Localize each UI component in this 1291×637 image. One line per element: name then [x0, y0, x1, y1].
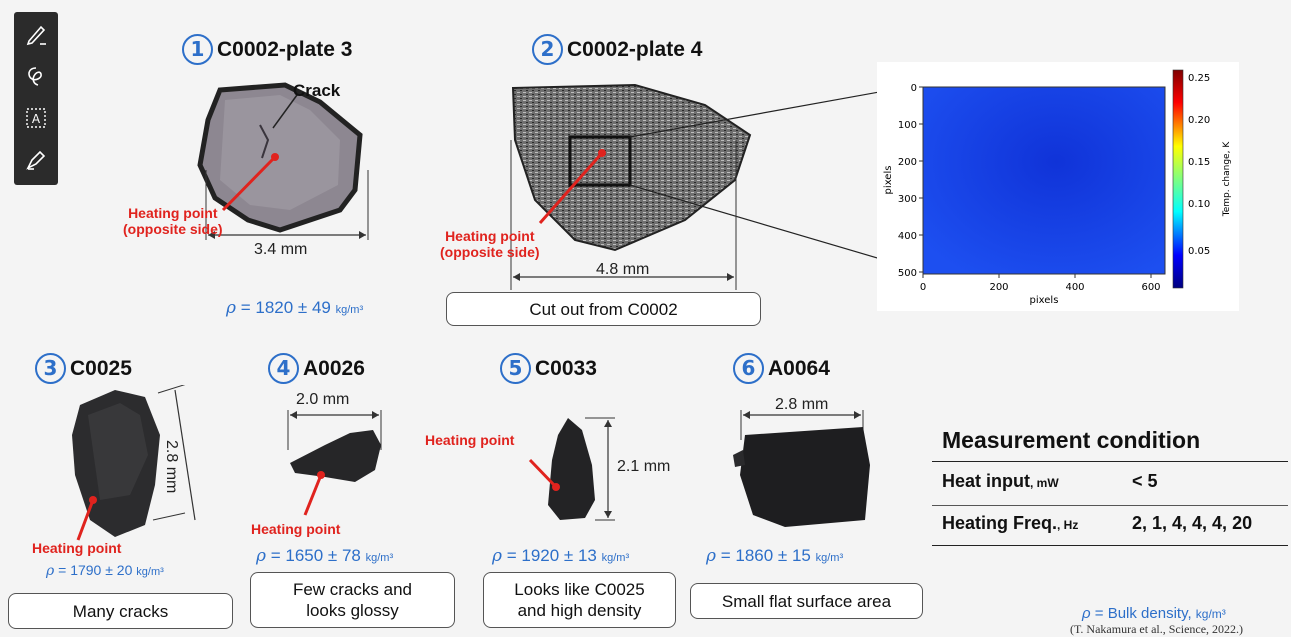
crack-label: Crack	[293, 81, 341, 100]
heat-input-label: Heat input, mW	[942, 471, 1059, 491]
heatmap-plot: 0 100 200 300 400 500 0 200 400 600 pixe…	[883, 69, 1232, 306]
density-definition: ρ = Bulk density, kg/m³	[1082, 605, 1226, 622]
sample-name: C0025	[70, 356, 132, 380]
heating-point-label: Heating point (opposite side)	[123, 205, 223, 237]
xtick: 600	[1141, 282, 1160, 293]
sample-note-box: Few cracks and looks glossy	[250, 572, 455, 628]
divider	[932, 461, 1288, 462]
sample-number-badge: 2	[532, 34, 563, 65]
sample-3-heading: 3 C0025	[35, 353, 132, 384]
sample-3-image	[72, 385, 196, 541]
heating-point-label: Heating point	[251, 521, 341, 537]
sample-note-box: Small flat surface area	[690, 583, 923, 619]
sample-5-image	[528, 417, 615, 521]
colorbar-tick: 0.25	[1188, 73, 1210, 84]
sample-number-badge: 6	[733, 353, 764, 384]
divider	[932, 505, 1288, 506]
divider	[932, 545, 1288, 546]
sample-number-badge: 5	[500, 353, 531, 384]
dimension-label: 2.8 mm	[163, 440, 180, 494]
annotation-toolbar: A	[14, 12, 58, 185]
sample-1-heading: 1 C0002-plate 3	[182, 34, 352, 65]
sample-number-badge: 4	[268, 353, 299, 384]
y-axis-label: pixels	[883, 166, 894, 195]
xtick: 0	[920, 282, 926, 293]
svg-text:A: A	[32, 112, 41, 126]
sample-2-heading: 2 C0002-plate 4	[532, 34, 702, 65]
heating-freq-value: 2, 1, 4, 4, 4, 20	[1132, 513, 1253, 533]
sample-1-annotations	[205, 94, 369, 240]
heating-point-label: Heating point (opposite side)	[440, 228, 540, 260]
colorbar-tick: 0.20	[1188, 115, 1210, 126]
sample-note-box: Looks like C0025 and high density	[483, 572, 676, 628]
sample-note-box: Many cracks	[8, 593, 233, 629]
sample-6-image	[733, 410, 870, 527]
ytick: 0	[911, 83, 917, 94]
sample-name: C0033	[535, 356, 597, 380]
sample-5-heading: 5 C0033	[500, 353, 597, 384]
heating-point-label: Heating point	[425, 432, 515, 448]
sample-4-heading: 4 A0026	[268, 353, 365, 384]
sample-name: C0002-plate 3	[217, 37, 353, 61]
dimension-label: 2.1 mm	[617, 458, 671, 475]
colorbar-tick: 0.10	[1188, 199, 1210, 210]
highlighter-icon[interactable]	[22, 146, 50, 174]
colorbar-tick: 0.15	[1188, 157, 1210, 168]
sample-4-image	[287, 410, 382, 516]
thermal-heatmap: 0 100 200 300 400 500 0 200 400 600 pixe…	[877, 62, 1239, 311]
lasso-icon[interactable]	[22, 62, 50, 90]
sample-6-heading: 6 A0064	[733, 353, 830, 384]
dimension-label: 2.0 mm	[296, 391, 350, 408]
sample-note-box: Cut out from C0002	[446, 292, 761, 326]
ytick: 500	[898, 268, 917, 279]
sample-number-badge: 3	[35, 353, 66, 384]
xtick: 400	[1065, 282, 1084, 293]
density-label: ρ = 1790 ± 20 kg/m³	[46, 562, 164, 579]
sample-name: A0064	[768, 356, 830, 380]
dimension-label: 4.8 mm	[596, 261, 650, 278]
colorbar-tick: 0.05	[1188, 246, 1210, 257]
heating-point-label: Heating point	[32, 540, 122, 556]
ytick: 400	[898, 231, 917, 242]
heating-freq-label: Heating Freq., Hz	[942, 513, 1079, 533]
sample-name: A0026	[303, 356, 365, 380]
ytick: 100	[898, 120, 917, 131]
measurement-title: Measurement condition	[942, 427, 1201, 453]
ytick: 300	[898, 194, 917, 205]
xtick: 200	[989, 282, 1008, 293]
density-label: ρ = 1920 ± 13 kg/m³	[492, 546, 630, 566]
zoom-lines	[510, 84, 919, 290]
sample-name: C0002-plate 4	[567, 37, 703, 61]
text-box-icon[interactable]: A	[22, 104, 50, 132]
heat-input-value: < 5	[1132, 471, 1158, 491]
citation: (T. Nakamura et al., Science, 2022.)	[1070, 622, 1244, 636]
ytick: 200	[898, 157, 917, 168]
density-label: ρ = 1860 ± 15 kg/m³	[706, 546, 844, 566]
density-label: ρ = 1650 ± 78 kg/m³	[256, 546, 394, 566]
colorbar-label: Temp. change, K	[1222, 141, 1232, 218]
sample-number-badge: 1	[182, 34, 213, 65]
x-axis-label: pixels	[1030, 295, 1059, 306]
density-label: ρ = 1820 ± 49 kg/m³	[226, 298, 364, 318]
pen-icon[interactable]	[22, 20, 50, 48]
dimension-label: 3.4 mm	[254, 241, 308, 258]
dimension-label: 2.8 mm	[775, 396, 829, 413]
